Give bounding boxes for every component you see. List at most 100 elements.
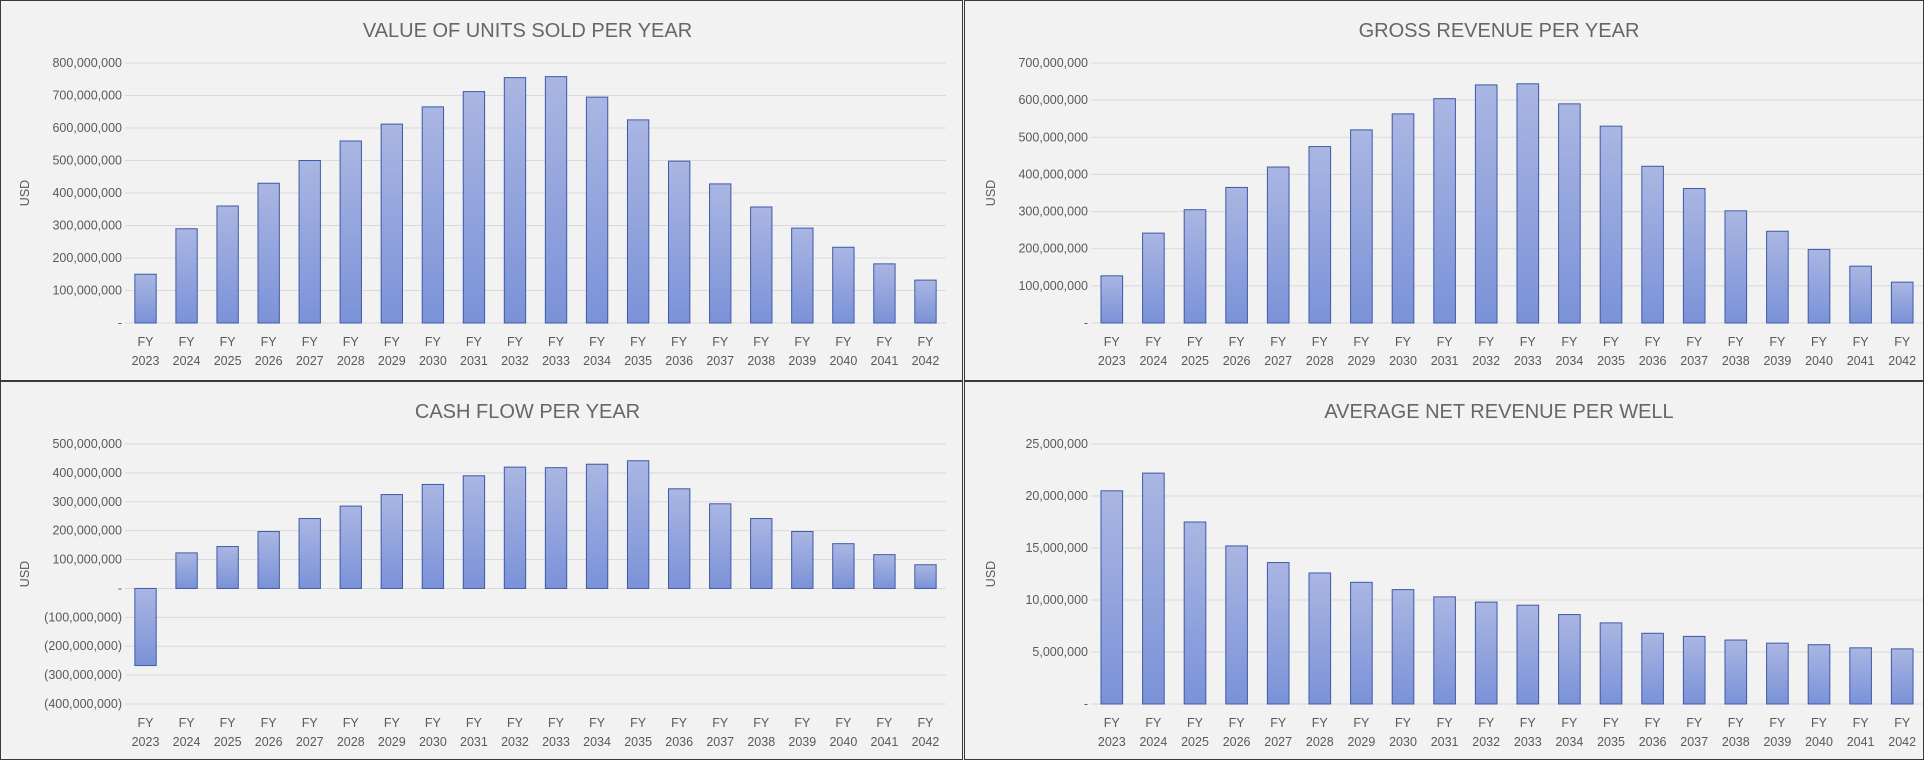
x-tick-label: FY 2023 — [132, 335, 160, 368]
x-tick-label: FY 2041 — [1847, 716, 1875, 749]
x-tick-label: FY 2030 — [419, 716, 447, 749]
bar — [544, 467, 568, 589]
x-tick-label: FY 2042 — [1888, 716, 1916, 749]
x-tick-label: FY 2035 — [1597, 716, 1625, 749]
y-tick-label: 15,000,000 — [1025, 541, 1088, 555]
bar — [298, 518, 321, 589]
y-tick-label: 100,000,000 — [52, 284, 122, 298]
y-tick-label: - — [1084, 697, 1088, 711]
y-tick-label: 5,000,000 — [1032, 645, 1088, 659]
x-tick-label: FY 2037 — [1680, 716, 1708, 749]
x-tick-label: FY 2033 — [542, 335, 570, 368]
bar — [1308, 146, 1332, 324]
x-tick-label: FY 2040 — [829, 716, 857, 749]
x-tick-label: FY 2028 — [337, 335, 365, 368]
y-tick-label: 700,000,000 — [1018, 56, 1088, 70]
bar — [1183, 521, 1207, 705]
bar — [1849, 265, 1872, 324]
x-tick-label: FY 2040 — [829, 335, 857, 368]
y-tick-label: 400,000,000 — [52, 466, 122, 480]
x-tick-label: FY 2025 — [1181, 716, 1209, 749]
bar — [134, 273, 157, 324]
y-tick-label: 400,000,000 — [52, 186, 122, 200]
x-tick-label: FY 2038 — [1722, 716, 1750, 749]
bar — [1807, 644, 1831, 705]
y-axis-title: USD — [984, 180, 998, 206]
bar — [175, 552, 198, 589]
bar — [832, 543, 855, 589]
bar — [1350, 129, 1373, 324]
x-tick-label: FY 2025 — [1181, 335, 1209, 368]
bar — [216, 546, 239, 589]
x-tick-label: FY 2032 — [1472, 335, 1500, 368]
x-tick-label: FY 2033 — [1514, 716, 1542, 749]
y-tick-label: 500,000,000 — [1018, 130, 1088, 144]
chart-title: CASH FLOW PER YEAR — [415, 401, 640, 423]
bar — [421, 483, 445, 589]
y-tick-label: 400,000,000 — [1018, 167, 1088, 181]
x-tick-label: FY 2040 — [1805, 335, 1833, 368]
y-tick-label: 200,000,000 — [52, 524, 122, 538]
x-tick-label: FY 2032 — [501, 335, 529, 368]
x-tick-label: FY 2035 — [624, 716, 652, 749]
bar — [298, 160, 321, 324]
bar — [1558, 103, 1581, 324]
x-tick-label: FY 2034 — [583, 335, 611, 368]
x-tick-label: FY 2037 — [1680, 335, 1708, 368]
x-tick-label: FY 2027 — [1264, 335, 1292, 368]
bar — [1100, 490, 1124, 705]
x-tick-label: FY 2028 — [1306, 335, 1334, 368]
y-tick-label: 10,000,000 — [1025, 593, 1088, 607]
y-tick-label: 200,000,000 — [52, 251, 122, 265]
bar — [503, 466, 527, 589]
bar — [791, 227, 814, 324]
chart-svg: GROSS REVENUE PER YEAR - 100,000,000 200,00… — [984, 20, 1923, 368]
bar — [544, 76, 568, 324]
bar — [1433, 98, 1456, 324]
x-tick-label: FY 2029 — [1347, 335, 1375, 368]
bar — [1350, 581, 1373, 705]
bar — [1558, 614, 1581, 705]
bar — [1516, 604, 1540, 705]
y-tick-label: 700,000,000 — [52, 89, 122, 103]
x-tick-label: FY 2024 — [173, 716, 201, 749]
bar — [585, 96, 609, 324]
y-axis-title: USD — [18, 180, 32, 206]
x-tick-label: FY 2039 — [1763, 335, 1791, 368]
bar — [1266, 562, 1290, 705]
x-tick-label: FY 2031 — [460, 716, 488, 749]
y-tick-label: 600,000,000 — [52, 121, 122, 135]
y-tick-label: 800,000,000 — [52, 56, 122, 70]
bar — [626, 119, 650, 324]
x-tick-label: FY 2032 — [501, 716, 529, 749]
x-tick-label: FY 2034 — [1555, 335, 1583, 368]
bar — [832, 246, 855, 324]
x-tick-label: FY 2038 — [747, 335, 775, 368]
y-axis-title: USD — [984, 561, 998, 587]
x-tick-label: FY 2041 — [871, 335, 899, 368]
x-tick-label: FY 2036 — [665, 335, 693, 368]
bar — [1641, 632, 1664, 705]
y-tick-label: 600,000,000 — [1018, 93, 1088, 107]
bar — [791, 531, 814, 589]
x-tick-label: FY 2035 — [624, 335, 652, 368]
bar — [1142, 472, 1165, 705]
bar — [1724, 210, 1748, 324]
x-tick-label: FY 2029 — [378, 335, 406, 368]
bar — [873, 263, 896, 324]
bar — [216, 205, 239, 324]
bar — [750, 518, 773, 589]
y-tick-label: 25,000,000 — [1025, 437, 1088, 451]
x-tick-label: FY 2033 — [1514, 335, 1542, 368]
y-tick-label: 100,000,000 — [52, 553, 122, 567]
bar — [1391, 589, 1415, 705]
y-tick-label: - — [118, 581, 122, 595]
bar — [339, 140, 362, 324]
bar — [1225, 545, 1248, 705]
y-tick-label: (200,000,000) — [44, 639, 122, 653]
bar — [1266, 166, 1290, 324]
y-tick-label: 300,000,000 — [1018, 205, 1088, 219]
x-tick-label: FY 2026 — [255, 335, 283, 368]
y-tick-label: (400,000,000) — [44, 697, 122, 711]
y-tick-label: (100,000,000) — [44, 610, 122, 624]
